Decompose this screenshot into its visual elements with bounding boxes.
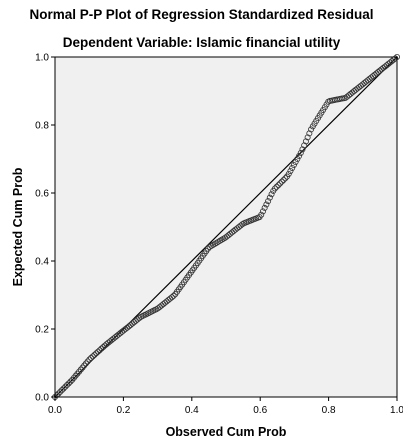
chart-subtitle: Dependent Variable: Islamic financial ut…: [62, 35, 341, 50]
data-point: [57, 388, 64, 395]
data-point: [302, 138, 309, 145]
data-point: [259, 208, 266, 215]
data-point: [392, 55, 399, 62]
data-point: [84, 358, 91, 365]
data-point: [215, 238, 222, 245]
data-point: [294, 156, 301, 163]
data-point: [60, 385, 67, 392]
data-point: [93, 350, 100, 357]
data-point: [292, 159, 299, 166]
y-tick-label: 0.0: [35, 393, 49, 404]
data-point: [69, 376, 76, 383]
data-point: [72, 372, 79, 379]
data-point: [304, 134, 311, 141]
data-point: [91, 351, 98, 358]
x-axis-label: Observed Cum Prob: [166, 425, 287, 439]
x-tick-label: 0.0: [48, 405, 62, 416]
data-point: [70, 374, 77, 381]
data-point: [53, 392, 60, 399]
data-point: [88, 354, 95, 361]
data-point: [299, 146, 306, 153]
x-tick-label: 1.0: [390, 405, 403, 416]
y-tick-label: 0.8: [35, 121, 49, 132]
data-point: [86, 356, 93, 363]
chart-title: Normal P-P Plot of Regression Standardiz…: [29, 7, 374, 22]
y-tick-label: 0.4: [35, 257, 49, 268]
data-point: [266, 194, 273, 201]
data-point: [263, 201, 270, 208]
data-point: [58, 387, 65, 394]
data-point: [65, 380, 72, 387]
data-point: [308, 126, 315, 133]
x-tick-label: 0.6: [253, 405, 267, 416]
data-point: [306, 130, 313, 137]
data-point: [277, 180, 284, 187]
data-point: [79, 364, 86, 371]
data-point: [275, 182, 282, 189]
y-tick-label: 1.0: [35, 53, 49, 64]
data-point: [265, 198, 272, 205]
data-point: [213, 239, 220, 246]
data-point: [67, 378, 74, 385]
data-point: [280, 176, 287, 183]
data-point: [55, 390, 62, 397]
y-axis-label: Expected Cum Prob: [11, 167, 25, 286]
data-point: [282, 175, 289, 182]
data-point: [278, 178, 285, 185]
data-point: [297, 150, 304, 157]
data-point: [216, 237, 223, 244]
data-point: [77, 366, 84, 373]
data-point: [290, 161, 297, 168]
data-points: [52, 54, 400, 400]
y-tick-label: 0.6: [35, 189, 49, 200]
data-point: [285, 170, 292, 177]
data-point: [94, 348, 101, 355]
y-tick-label: 0.2: [35, 325, 49, 336]
data-point: [98, 345, 105, 352]
data-point: [206, 243, 213, 250]
data-point: [208, 242, 215, 249]
reference-line: [54, 56, 398, 398]
data-point: [287, 167, 294, 174]
data-point: [271, 185, 278, 192]
data-point: [64, 382, 71, 389]
data-point: [170, 292, 177, 299]
data-point: [81, 362, 88, 369]
data-point: [301, 142, 308, 149]
data-point: [261, 204, 268, 211]
x-axis-ticks: 0.0 0.2 0.4 0.6 0.8 1.0: [48, 397, 403, 416]
data-point: [289, 164, 296, 171]
data-point: [168, 294, 175, 301]
data-point: [211, 240, 218, 247]
data-point: [218, 236, 225, 243]
data-point: [210, 241, 217, 248]
data-point: [74, 370, 81, 377]
data-point: [393, 54, 400, 61]
data-point: [89, 353, 96, 360]
y-axis-ticks: 0.0 0.2 0.4 0.6 0.8 1.0: [35, 53, 55, 404]
data-point: [100, 344, 107, 351]
x-tick-label: 0.8: [322, 405, 336, 416]
data-point: [268, 191, 275, 198]
data-point: [76, 368, 83, 375]
data-point: [96, 347, 103, 354]
data-point: [258, 211, 265, 218]
data-point: [136, 315, 143, 322]
data-point: [82, 360, 89, 367]
data-point: [296, 153, 303, 160]
data-point: [62, 383, 69, 390]
x-tick-label: 0.2: [116, 405, 130, 416]
x-tick-label: 0.4: [185, 405, 199, 416]
data-point: [273, 183, 280, 190]
